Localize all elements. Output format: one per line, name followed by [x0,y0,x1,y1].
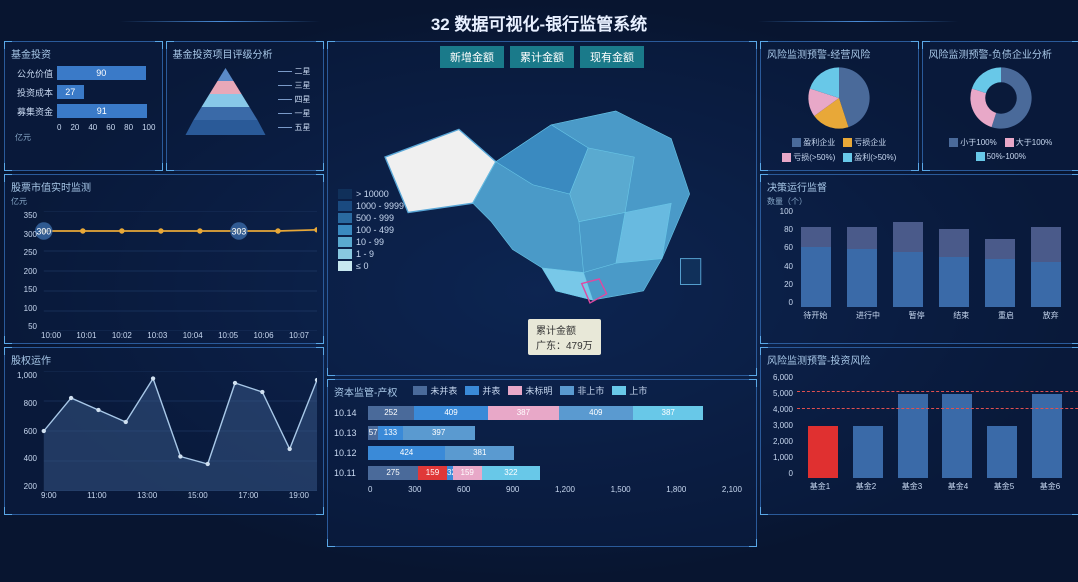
panel-equity-ops: 股权运作 1,000800600400200 9:0011:0013:0015:… [4,347,324,515]
panel-title: 基金投资 [11,46,156,61]
panel-pie2: 风险监测预警-负债企业分析 小于100%大于100%50%-100% [922,41,1078,171]
panel-map: 新增金额累计金额现有金额 > 100001000 - 9999500 - 999… [327,41,757,376]
area-chart [11,371,317,491]
risk-bar [942,394,972,478]
svg-text:300: 300 [37,226,52,236]
panel-title: 风险监测预警-经营风险 [767,46,912,61]
line-chart: 300 303 [11,211,317,331]
hbar-row: 10.1357133397 [334,425,750,441]
stacked-bar [939,229,969,307]
bar-row: 公允价值90 [11,66,156,80]
panel-title: 风险监测预警-负债企业分析 [929,46,1074,61]
btn-new[interactable]: 新增金额 [440,46,504,68]
panel-rating: 基金投资项目评级分析 二星三星四星一星五星 [166,41,325,171]
page-title: 32 数据可视化-银行监管系统 [0,0,1078,41]
btn-acc[interactable]: 累计金额 [510,46,574,68]
stacked-bar [893,222,923,307]
hbar-row: 10.12424381 [334,445,750,461]
risk-bar [853,426,883,479]
panel-decision: 决策运行监督 数量（个） 100806040200 待开始进行中暂停结束重启放弃 [760,174,1078,344]
panel-title: 决策运行监督 [767,179,1073,194]
stacked-bar [801,227,831,307]
risk-bar [1032,394,1062,478]
hbar-row: 10.1127515932159322 [334,465,750,481]
panel-capital: 资本监管-产权 未并表并表未标明非上市上市 10.142524093874093… [327,379,757,547]
panel-fund-invest: 基金投资 公允价值90投资成本27募集资金91 020406080100 亿元 [4,41,163,171]
risk-bar [987,426,1017,479]
bar-row: 投资成本27 [11,85,156,99]
pyramid-chart [173,63,278,143]
risk-bar [808,426,838,479]
panel-risk-invest: 风险监测预警-投资风险 6,0005,0004,0003,0002,0001,0… [760,347,1078,515]
stacked-bar [1031,227,1061,307]
svg-text:303: 303 [232,226,247,236]
panel-stock-monitor: 股票市值实时监测 亿元 35030025020015010050 300303 … [4,174,324,344]
panel-pie1: 风险监测预警-经营风险 盈利企业亏损企业亏损(>50%)盈利(>50%) [760,41,919,171]
hbar-row: 10.14252409387409387 [334,405,750,421]
y-label: 数量（个） [767,196,1073,207]
donut-chart [966,63,1036,133]
btn-cur[interactable]: 现有金额 [580,46,644,68]
panel-title: 基金投资项目评级分析 [173,46,318,61]
pie-chart [804,63,874,133]
stacked-bar [847,227,877,307]
panel-title: 股权运作 [11,352,317,367]
unit: 亿元 [15,132,156,143]
unit: 亿元 [11,196,317,207]
stacked-bar [985,239,1015,307]
panel-title: 股票市值实时监测 [11,179,317,194]
panel-title: 资本监管-产权 [334,384,397,399]
panel-title: 风险监测预警-投资风险 [767,352,1073,367]
map-tooltip: 累计金额 广东：479万 [528,319,601,355]
bar-row: 募集资金91 [11,104,156,118]
risk-bar [898,394,928,478]
